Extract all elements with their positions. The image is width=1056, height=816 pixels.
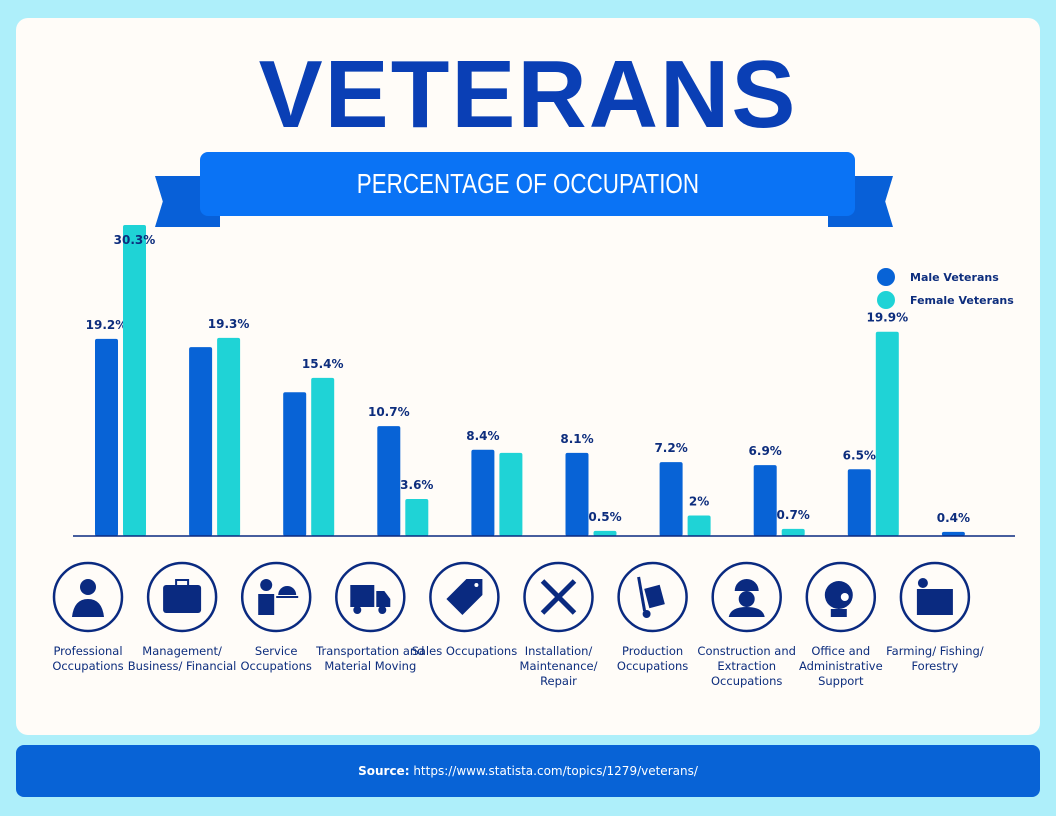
data-label: 2% xyxy=(689,494,709,508)
bar-female xyxy=(217,337,241,536)
hand-truck-icon xyxy=(637,576,665,618)
data-label: 6.9% xyxy=(749,444,782,458)
bar-female xyxy=(687,515,711,536)
category-label: Construction and Extraction Occupations xyxy=(697,644,796,688)
bar-female xyxy=(499,452,523,536)
data-label: 6.5% xyxy=(843,448,876,462)
businessman-icon-circle xyxy=(52,561,124,633)
bar-male xyxy=(471,449,495,536)
bar-female xyxy=(781,528,805,536)
data-label: 0.4% xyxy=(937,511,970,525)
category-label: Office and Administrative Support xyxy=(798,644,883,688)
bar-male xyxy=(847,469,871,536)
bar-female xyxy=(311,377,335,536)
chart-title: PERCENTAGE OF OCCUPATION xyxy=(356,168,699,199)
bar-male xyxy=(189,347,213,536)
bar-male xyxy=(95,338,118,536)
category-label: Management/ Business/ Financial xyxy=(127,644,237,673)
source-footer: Source: https://www.statista.com/topics/… xyxy=(16,745,1040,797)
price-tag-icon-circle xyxy=(429,561,500,633)
bar-female xyxy=(405,499,429,536)
tools-icon xyxy=(540,579,577,615)
data-label: 8.1% xyxy=(560,432,593,446)
legend-swatch xyxy=(877,268,895,286)
support-headset-icon xyxy=(824,581,853,617)
bar-female xyxy=(875,331,899,536)
tools-icon-circle xyxy=(523,561,594,633)
bar-male xyxy=(659,462,683,536)
hand-truck-icon-circle xyxy=(617,561,688,633)
data-label: 3.6% xyxy=(400,478,433,492)
bar-female xyxy=(593,530,617,536)
source-link[interactable]: https://www.statista.com/topics/1279/vet… xyxy=(413,764,698,778)
data-label: 10.7% xyxy=(368,405,410,419)
truck-icon-circle xyxy=(335,561,406,633)
bar-male xyxy=(753,465,777,536)
source-label: Source: xyxy=(358,764,410,778)
legend-label: Female Veterans xyxy=(910,294,1014,307)
category-label: Transportation and Material Moving xyxy=(316,644,425,673)
subtitle-ribbon: PERCENTAGE OF OCCUPATION xyxy=(200,152,855,216)
farm-field-icon xyxy=(916,578,953,615)
category-label: Professional Occupations xyxy=(52,644,124,673)
businessman-icon xyxy=(72,579,104,617)
category-label: Installation/ Maintenance/ Repair xyxy=(519,644,598,688)
category-label: Production Occupations xyxy=(616,644,689,673)
construction-worker-icon xyxy=(728,579,765,617)
bar-male xyxy=(941,531,965,536)
page-title: VETERANS xyxy=(258,41,798,148)
data-label: 8.4% xyxy=(466,429,499,443)
waiter-icon xyxy=(258,579,299,615)
support-headset-icon-circle xyxy=(805,561,877,633)
farm-field-icon-circle xyxy=(899,561,971,633)
legend-swatch xyxy=(877,291,895,309)
truck-icon xyxy=(350,585,391,614)
category-label: Sales Occupations xyxy=(411,644,518,658)
waiter-icon-circle xyxy=(240,561,312,633)
bar-male xyxy=(377,426,401,536)
data-label: 19.2% xyxy=(86,318,128,332)
construction-worker-icon-circle xyxy=(711,561,782,633)
briefcase-icon-circle xyxy=(146,561,218,633)
bar-male xyxy=(565,452,589,536)
data-label: 7.2% xyxy=(654,441,687,455)
data-label: 19.9% xyxy=(866,311,908,325)
legend-label: Male Veterans xyxy=(910,271,999,284)
category-label: Service Occupations xyxy=(240,644,312,673)
data-label: 30.3% xyxy=(114,233,156,247)
bar-male xyxy=(283,392,307,536)
data-label: 19.3% xyxy=(208,317,250,331)
data-label: 0.5% xyxy=(588,510,621,524)
data-label: 0.7% xyxy=(777,508,810,522)
price-tag-icon xyxy=(446,579,483,615)
bar-female xyxy=(123,225,146,536)
data-label: 15.4% xyxy=(302,357,344,371)
briefcase-icon xyxy=(163,579,202,613)
category-label: Farming/ Fishing/ Forestry xyxy=(886,644,984,673)
